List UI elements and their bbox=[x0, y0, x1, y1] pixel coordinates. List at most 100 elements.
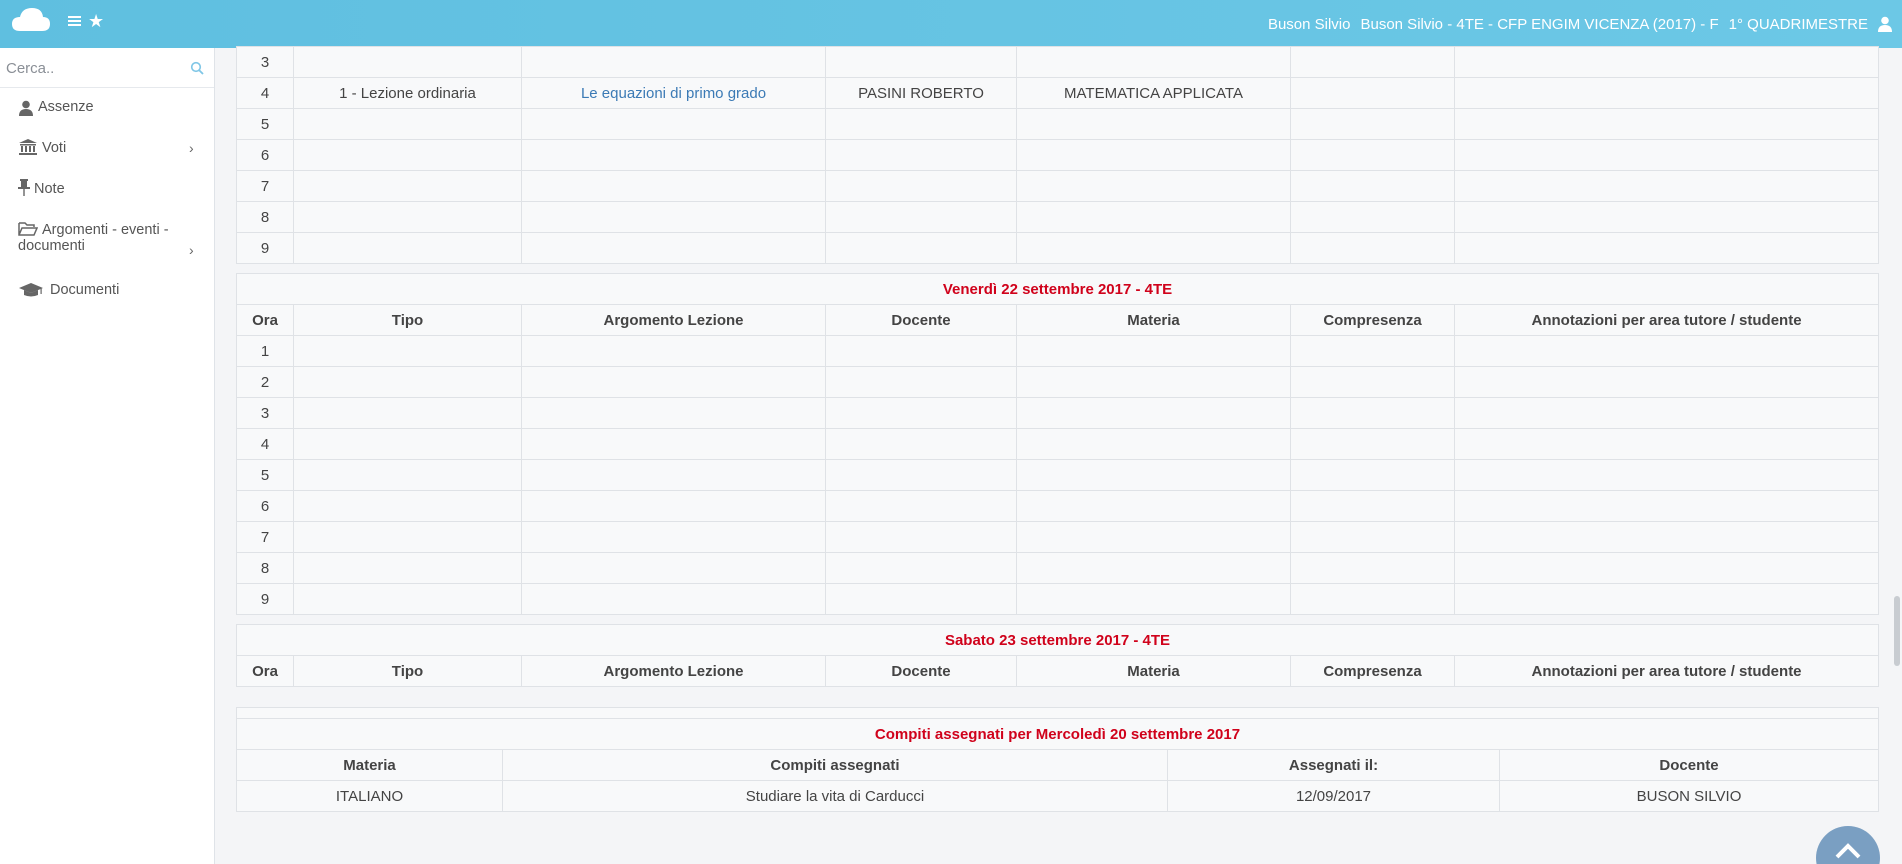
top-bar: ★ Buson Silvio Buson Silvio - 4TE - CFP … bbox=[0, 0, 1902, 48]
day-title-row: Sabato 23 settembre 2017 - 4TE bbox=[235, 624, 1880, 656]
compresenza-cell bbox=[1290, 170, 1455, 202]
ora-cell: 4 bbox=[236, 77, 294, 109]
materia-cell bbox=[1016, 397, 1291, 429]
spacer-row bbox=[236, 707, 1879, 719]
column-header: Tipo bbox=[293, 304, 522, 336]
sidebar-item-label: Voti bbox=[42, 140, 67, 156]
star-icon[interactable]: ★ bbox=[88, 11, 105, 31]
tipo-cell bbox=[293, 428, 522, 460]
table-row: 2 bbox=[236, 366, 1880, 398]
tipo-cell bbox=[293, 490, 522, 522]
period[interactable]: 1° QUADRIMESTRE bbox=[1728, 15, 1868, 33]
tipo-cell bbox=[293, 552, 522, 584]
argomento-cell bbox=[521, 490, 826, 522]
menu-icon[interactable] bbox=[68, 14, 82, 28]
argomento-cell bbox=[521, 139, 826, 171]
materia-cell bbox=[1016, 552, 1291, 584]
ora-cell: 3 bbox=[236, 397, 294, 429]
annotazioni-cell bbox=[1453, 366, 1880, 398]
search-icon[interactable] bbox=[190, 61, 204, 75]
sidebar-item-argomenti[interactable]: Argomenti - eventi - documenti bbox=[18, 222, 169, 254]
column-header: Ora bbox=[236, 304, 294, 336]
table-row: 5 bbox=[236, 108, 1879, 140]
sidebar-item-assenze[interactable]: Assenze bbox=[18, 99, 94, 116]
annotazioni-cell bbox=[1453, 459, 1880, 491]
scroll-to-top-button[interactable] bbox=[1816, 826, 1880, 864]
ora-cell: 6 bbox=[236, 139, 294, 171]
sidebar-item-label: Argomenti - eventi - bbox=[42, 222, 169, 238]
annotazioni-cell bbox=[1454, 139, 1879, 171]
column-header: Annotazioni per area tutore / studente bbox=[1453, 304, 1880, 336]
docente-cell bbox=[825, 335, 1017, 367]
argomento-cell bbox=[521, 397, 826, 429]
annotazioni-cell bbox=[1453, 335, 1880, 367]
sidebar-item-note[interactable]: Note bbox=[18, 179, 65, 197]
docente-cell bbox=[825, 583, 1017, 615]
chevron-right-icon[interactable]: › bbox=[189, 140, 194, 156]
materia-cell bbox=[1016, 232, 1291, 264]
homework-title-row: Compiti assegnati per Mercoledì 20 sette… bbox=[236, 718, 1879, 750]
ora-cell: 1 bbox=[236, 335, 294, 367]
argomento-cell bbox=[521, 552, 826, 584]
compresenza-cell bbox=[1290, 521, 1455, 553]
column-header: Annotazioni per area tutore / studente bbox=[1453, 655, 1880, 687]
materia-cell bbox=[1016, 335, 1291, 367]
tipo-cell bbox=[293, 366, 522, 398]
docente-cell bbox=[825, 459, 1017, 491]
annotazioni-cell bbox=[1454, 77, 1879, 109]
day-title: Venerdì 22 settembre 2017 - 4TE bbox=[235, 273, 1880, 305]
ora-cell: 6 bbox=[236, 490, 294, 522]
sidebar-item-label: Assenze bbox=[38, 99, 94, 115]
table-row: 6 bbox=[236, 139, 1879, 171]
column-header: Materia bbox=[1016, 655, 1291, 687]
column-header: Materia bbox=[236, 749, 503, 781]
argomento-link[interactable]: Le equazioni di primo grado bbox=[521, 77, 826, 109]
user-name[interactable]: Buson Silvio bbox=[1267, 15, 1351, 33]
cloud-logo-icon[interactable] bbox=[10, 5, 52, 37]
search-input[interactable] bbox=[0, 48, 214, 88]
user-icon[interactable] bbox=[1878, 16, 1892, 32]
ora-cell: 5 bbox=[236, 108, 294, 140]
compresenza-cell bbox=[1290, 583, 1455, 615]
chevron-right-icon[interactable]: › bbox=[189, 242, 194, 258]
compresenza-cell bbox=[1290, 459, 1455, 491]
table-row: 8 bbox=[236, 552, 1880, 584]
compresenza-cell bbox=[1290, 201, 1455, 233]
tipo-cell bbox=[293, 397, 522, 429]
argomento-cell bbox=[521, 335, 826, 367]
annotazioni-cell bbox=[1453, 552, 1880, 584]
annotazioni-cell bbox=[1453, 428, 1880, 460]
sidebar-item-documenti[interactable]: Documenti bbox=[18, 282, 119, 298]
table-row: 7 bbox=[236, 521, 1880, 553]
header-row: Materia Compiti assegnati Assegnati il: … bbox=[236, 749, 1879, 781]
header-row: Ora Tipo Argomento Lezione Docente Mater… bbox=[236, 304, 1880, 336]
materia-cell bbox=[1016, 201, 1291, 233]
day-table-previous: 3 4 1 - Lezione ordinaria Le equazioni d… bbox=[236, 46, 1879, 264]
docente-cell bbox=[825, 46, 1017, 78]
ora-cell: 3 bbox=[236, 46, 294, 78]
table-row: 9 bbox=[236, 232, 1879, 264]
table-row: 5 bbox=[236, 459, 1880, 491]
class-info[interactable]: Buson Silvio - 4TE - CFP ENGIM VICENZA (… bbox=[1360, 15, 1719, 33]
compito-cell: Studiare la vita di Carducci bbox=[502, 780, 1168, 812]
day-title-row: Venerdì 22 settembre 2017 - 4TE bbox=[235, 273, 1880, 305]
argomento-cell bbox=[521, 583, 826, 615]
column-header: Docente bbox=[825, 304, 1017, 336]
materia-cell bbox=[1016, 583, 1291, 615]
table-row: 7 bbox=[236, 170, 1879, 202]
homework-table: Compiti assegnati per Mercoledì 20 sette… bbox=[236, 707, 1879, 812]
tipo-cell bbox=[293, 521, 522, 553]
ora-cell: 8 bbox=[236, 201, 294, 233]
ora-cell: 9 bbox=[236, 583, 294, 615]
scrollbar-thumb[interactable] bbox=[1894, 596, 1900, 666]
materia-cell bbox=[1016, 170, 1291, 202]
docente-cell: BUSON SILVIO bbox=[1499, 780, 1879, 812]
compresenza-cell bbox=[1290, 77, 1455, 109]
pin-icon bbox=[18, 179, 30, 196]
tipo-cell bbox=[293, 459, 522, 491]
ora-cell: 5 bbox=[236, 459, 294, 491]
column-header: Assegnati il: bbox=[1167, 749, 1500, 781]
sidebar-item-voti[interactable]: Voti bbox=[18, 139, 67, 156]
docente-cell bbox=[825, 170, 1017, 202]
scrollbar[interactable] bbox=[1890, 48, 1902, 864]
